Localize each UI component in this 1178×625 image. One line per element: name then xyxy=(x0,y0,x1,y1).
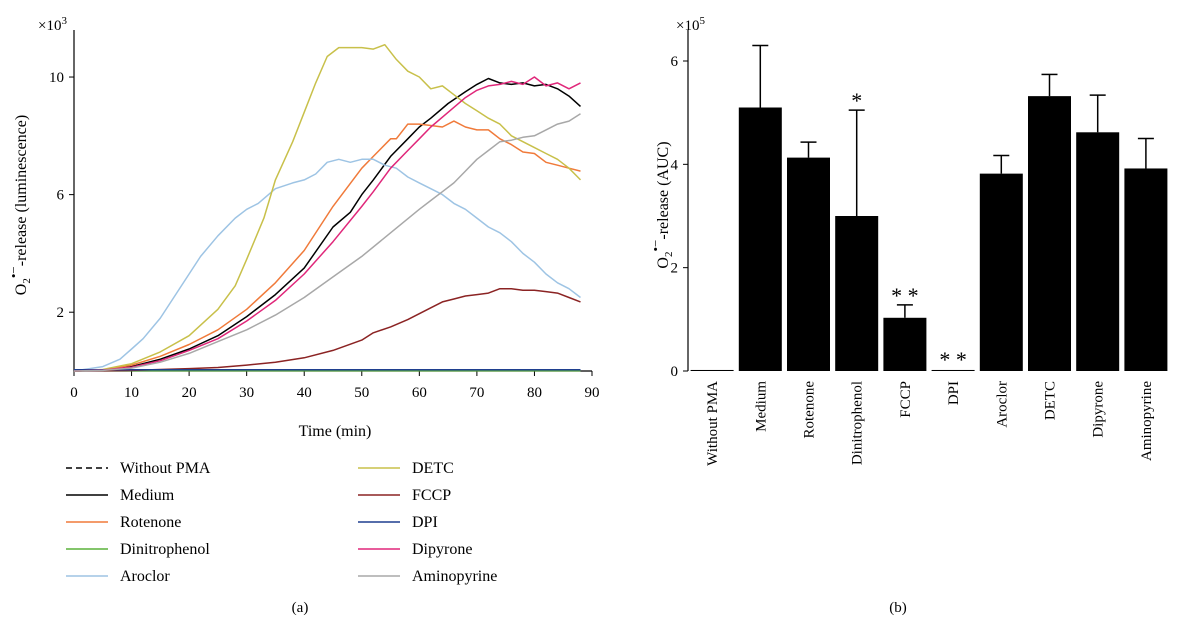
legend-label: Without PMA xyxy=(120,460,211,477)
bar-aroclor xyxy=(979,173,1023,371)
y-tick-label: 4 xyxy=(671,157,679,173)
legend-label: DETC xyxy=(412,460,454,477)
significance-marker: * * xyxy=(891,283,919,308)
bar-without-pma xyxy=(690,369,734,371)
x-tick-label: 0 xyxy=(70,385,78,401)
category-label: FCCP xyxy=(898,381,914,418)
bar-rotenone xyxy=(787,157,830,371)
svg-text:O2•−-release (luminescence): O2•−-release (luminescence) xyxy=(6,115,33,295)
bar-aminopyrine xyxy=(1124,168,1168,371)
x-tick-label: 40 xyxy=(297,385,312,401)
legend-label: Rotenone xyxy=(120,514,181,531)
category-label: Aminopyrine xyxy=(1139,381,1155,461)
y-tick-label: 2 xyxy=(671,261,679,277)
bar-dinitrophenol xyxy=(835,216,879,371)
x-tick-label: 20 xyxy=(182,385,197,401)
series-line-medium xyxy=(73,77,582,372)
category-label: Aroclor xyxy=(994,381,1010,428)
panel-label-b: (b) xyxy=(889,600,907,616)
series-line-dipyrone xyxy=(73,76,581,372)
series-line-detc xyxy=(73,43,582,372)
legend-label: Aroclor xyxy=(120,568,170,585)
category-label: Rotenone xyxy=(802,381,818,439)
category-label: Dipyrone xyxy=(1091,381,1107,438)
bar-dpi xyxy=(931,369,975,371)
category-label: DPI xyxy=(946,381,962,405)
x-tick-label: 90 xyxy=(585,385,600,401)
category-label: Dinitrophenol xyxy=(850,381,866,465)
legend-label: Dipyrone xyxy=(412,541,472,558)
panel-label-a: (a) xyxy=(292,600,309,616)
series-line-fccp xyxy=(73,287,581,372)
legend-label: FCCP xyxy=(412,487,451,504)
y-multiplier-label: ×103 xyxy=(38,15,67,34)
x-tick-label: 30 xyxy=(239,385,254,401)
y-tick-label: 0 xyxy=(671,364,679,380)
y-axis-label: O2•−-release (luminescence) xyxy=(6,115,33,295)
bar-medium xyxy=(738,107,782,371)
x-tick-label: 80 xyxy=(527,385,542,401)
y-tick-label: 6 xyxy=(671,54,679,70)
category-label: DETC xyxy=(1043,381,1059,420)
x-tick-label: 50 xyxy=(354,385,369,401)
y-tick-label: 2 xyxy=(57,305,65,321)
significance-marker: * xyxy=(851,88,862,113)
y-tick-label: 10 xyxy=(49,70,64,86)
legend-label: DPI xyxy=(412,514,438,531)
series-line-aminopyrine xyxy=(73,113,581,372)
line-chart-panel: ×103 O2•−-release (luminescence) Time (m… xyxy=(6,15,600,616)
category-label: Medium xyxy=(753,381,769,432)
series-line-aroclor xyxy=(73,158,581,372)
bar-detc xyxy=(1028,96,1071,371)
x-tick-label: 10 xyxy=(124,385,139,401)
series-line-rotenone xyxy=(73,120,581,372)
x-tick-label: 70 xyxy=(469,385,484,401)
category-label: Without PMA xyxy=(705,381,721,466)
x-axis-label: Time (min) xyxy=(299,423,372,440)
y-multiplier-label: ×105 xyxy=(676,15,705,34)
legend-label: Aminopyrine xyxy=(412,568,497,585)
x-tick-label: 60 xyxy=(412,385,427,401)
significance-marker: * * xyxy=(939,347,967,372)
y-tick-label: 6 xyxy=(57,188,65,204)
legend-label: Dinitrophenol xyxy=(120,541,210,558)
bar-fccp xyxy=(883,317,927,371)
legend: Without PMA Medium Rotenone Dinitrophenol Ar… xyxy=(66,460,497,585)
legend-label: Medium xyxy=(120,487,175,504)
bar-dipyrone xyxy=(1076,132,1120,371)
